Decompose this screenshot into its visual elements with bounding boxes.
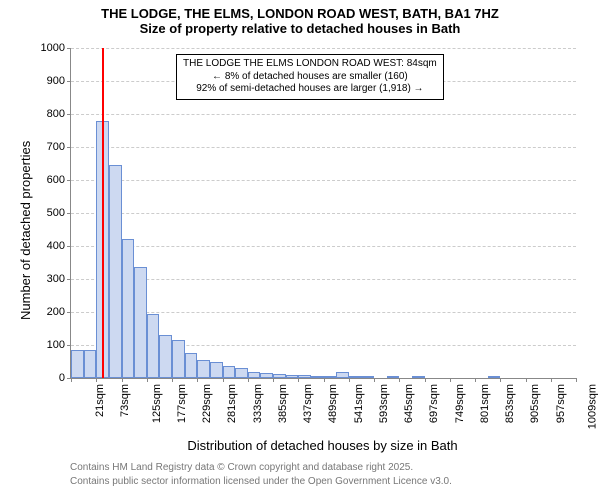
x-tick-label: 177sqm [176, 384, 188, 423]
x-tick-label: 905sqm [529, 384, 541, 423]
histogram-bar [223, 366, 236, 378]
x-tick-mark [298, 378, 299, 382]
x-tick-label: 333sqm [252, 384, 264, 423]
x-tick-mark [450, 378, 451, 382]
histogram-bar [412, 376, 425, 378]
y-axis-label: Number of detached properties [18, 141, 33, 320]
histogram-chart: THE LODGE, THE ELMS, LONDON ROAD WEST, B… [0, 0, 600, 500]
x-tick-mark [425, 378, 426, 382]
x-tick-label: 853sqm [504, 384, 516, 423]
histogram-bar [197, 360, 210, 378]
y-tick-label: 1000 [41, 42, 71, 54]
histogram-bar [71, 350, 84, 378]
footer-line-1: Contains HM Land Registry data © Crown c… [70, 462, 413, 473]
histogram-bar [134, 267, 147, 378]
histogram-bar [122, 239, 135, 378]
x-tick-mark [96, 378, 97, 382]
histogram-bar [336, 372, 349, 378]
y-tick-label: 300 [47, 273, 71, 285]
x-tick-mark [526, 378, 527, 382]
histogram-bar [311, 376, 324, 378]
y-tick-label: 200 [47, 306, 71, 318]
chart-title-1: THE LODGE, THE ELMS, LONDON ROAD WEST, B… [0, 0, 600, 21]
annotation-line: 92% of semi-detached houses are larger (… [183, 83, 437, 96]
x-tick-mark [197, 378, 198, 382]
y-tick-label: 800 [47, 108, 71, 120]
histogram-bar [361, 376, 374, 378]
annotation-line: THE LODGE THE ELMS LONDON ROAD WEST: 84s… [183, 58, 437, 71]
histogram-bar [159, 335, 172, 378]
histogram-bar [109, 165, 122, 378]
histogram-bar [185, 353, 198, 378]
x-tick-label: 385sqm [277, 384, 289, 423]
histogram-bar [235, 368, 248, 378]
chart-title-2: Size of property relative to detached ho… [0, 21, 600, 36]
histogram-bar [147, 314, 160, 378]
histogram-bar [286, 375, 299, 378]
annotation-line: ← 8% of detached houses are smaller (160… [183, 71, 437, 84]
x-tick-mark [122, 378, 123, 382]
y-tick-label: 100 [47, 339, 71, 351]
x-tick-label: 1009sqm [586, 384, 598, 429]
histogram-bar [248, 372, 261, 378]
histogram-bar [387, 376, 400, 378]
grid-line [71, 180, 576, 181]
grid-line [71, 246, 576, 247]
x-tick-label: 593sqm [378, 384, 390, 423]
x-tick-mark [172, 378, 173, 382]
x-axis-label: Distribution of detached houses by size … [70, 438, 575, 453]
histogram-bar [273, 374, 286, 378]
x-tick-mark [576, 378, 577, 382]
y-tick-label: 500 [47, 207, 71, 219]
x-tick-mark [399, 378, 400, 382]
histogram-bar [488, 376, 501, 378]
x-tick-mark [324, 378, 325, 382]
histogram-bar [84, 350, 97, 378]
y-tick-label: 400 [47, 240, 71, 252]
y-tick-label: 700 [47, 141, 71, 153]
histogram-bar [260, 373, 273, 378]
x-tick-label: 489sqm [327, 384, 339, 423]
histogram-bar [324, 376, 337, 378]
footer-line-2: Contains public sector information licen… [70, 476, 452, 487]
histogram-bar [210, 362, 223, 379]
y-tick-label: 600 [47, 174, 71, 186]
x-tick-label: 801sqm [479, 384, 491, 423]
x-tick-mark [223, 378, 224, 382]
y-tick-label: 900 [47, 75, 71, 87]
x-tick-label: 957sqm [555, 384, 567, 423]
histogram-bar [172, 340, 185, 378]
x-tick-mark [475, 378, 476, 382]
grid-line [71, 279, 576, 280]
x-tick-label: 697sqm [428, 384, 440, 423]
annotation-box: THE LODGE THE ELMS LONDON ROAD WEST: 84s… [176, 54, 444, 100]
x-tick-mark [248, 378, 249, 382]
x-tick-label: 229sqm [201, 384, 213, 423]
x-tick-label: 73sqm [119, 384, 131, 417]
x-tick-label: 645sqm [403, 384, 415, 423]
x-tick-mark [349, 378, 350, 382]
plot-area: 0100200300400500600700800900100021sqm73s… [70, 48, 576, 379]
x-tick-mark [273, 378, 274, 382]
x-tick-mark [551, 378, 552, 382]
y-tick-label: 0 [59, 372, 71, 384]
x-tick-label: 21sqm [94, 384, 106, 417]
x-tick-label: 749sqm [454, 384, 466, 423]
histogram-bar [349, 376, 362, 378]
reference-line [102, 48, 104, 378]
x-tick-mark [71, 378, 72, 382]
grid-line [71, 147, 576, 148]
grid-line [71, 114, 576, 115]
x-tick-label: 437sqm [302, 384, 314, 423]
grid-line [71, 213, 576, 214]
histogram-bar [298, 375, 311, 378]
x-tick-mark [374, 378, 375, 382]
x-tick-label: 125sqm [151, 384, 163, 423]
x-tick-label: 541sqm [353, 384, 365, 423]
x-tick-mark [147, 378, 148, 382]
x-tick-mark [500, 378, 501, 382]
x-tick-label: 281sqm [226, 384, 238, 423]
grid-line [71, 48, 576, 49]
